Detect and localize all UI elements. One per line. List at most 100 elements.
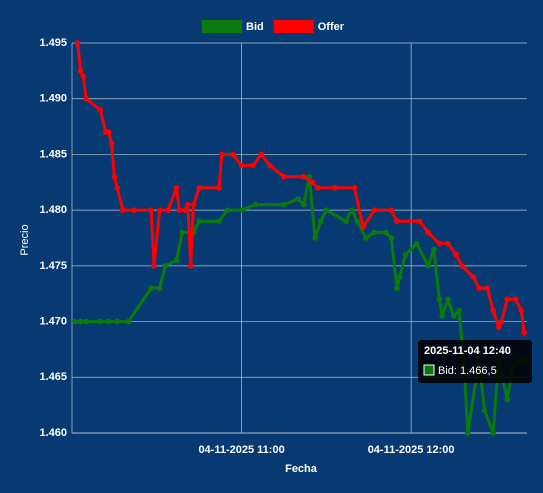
point	[518, 307, 525, 314]
point	[252, 201, 259, 208]
point	[250, 162, 256, 169]
point	[371, 207, 378, 213]
point	[120, 207, 126, 213]
point	[182, 207, 188, 213]
point	[258, 151, 265, 158]
point	[490, 430, 496, 436]
point	[323, 207, 330, 213]
point	[148, 207, 154, 213]
point	[267, 162, 273, 169]
point	[498, 318, 505, 325]
point	[430, 246, 437, 252]
point	[74, 40, 81, 46]
legend-swatch	[273, 20, 314, 33]
y-tick-label: 1.495	[39, 37, 67, 49]
point	[476, 285, 482, 291]
point	[176, 207, 183, 213]
point	[317, 218, 324, 225]
point	[413, 240, 420, 247]
point	[295, 196, 301, 202]
point	[83, 318, 89, 325]
point	[439, 313, 446, 319]
point	[187, 263, 194, 269]
point	[162, 263, 169, 269]
point	[425, 229, 431, 236]
y-tick-label: 1.460	[39, 427, 67, 439]
tooltip: 2025-11-04 12:40 Bid: 1.466,5	[418, 340, 532, 383]
point	[105, 318, 112, 325]
point	[354, 218, 361, 225]
point	[425, 263, 431, 269]
point	[453, 251, 460, 258]
point	[111, 173, 118, 180]
point	[281, 173, 287, 180]
point	[315, 185, 321, 191]
point	[173, 257, 180, 264]
point	[281, 201, 287, 208]
legend-swatch	[202, 20, 242, 33]
point	[156, 285, 163, 291]
point	[108, 140, 115, 147]
point	[300, 201, 307, 208]
point	[351, 185, 358, 191]
x-tick-label: 04-11-2025 12:00	[368, 444, 455, 456]
point	[216, 185, 222, 191]
point	[114, 185, 121, 191]
point	[148, 285, 154, 291]
point	[436, 240, 443, 247]
y-tick-label: 1.480	[39, 204, 67, 216]
point	[504, 296, 511, 303]
point	[371, 229, 378, 236]
point	[470, 274, 477, 280]
point	[416, 218, 423, 225]
point	[216, 218, 222, 225]
tooltip-box	[418, 340, 532, 383]
y-tick-label: 1.470	[39, 315, 67, 327]
point	[388, 207, 395, 213]
point	[332, 185, 338, 191]
point	[343, 218, 349, 225]
point	[397, 274, 403, 280]
legend-label: Offer	[318, 21, 345, 33]
tooltip-label: Bid: 1.466,5	[438, 365, 497, 377]
point	[445, 296, 451, 303]
point	[445, 240, 451, 247]
y-tick-label: 1.490	[39, 93, 67, 105]
point	[456, 307, 462, 314]
point	[230, 151, 236, 158]
point	[173, 185, 180, 191]
point	[97, 318, 104, 325]
point	[388, 235, 395, 241]
point	[512, 296, 519, 303]
point	[300, 173, 307, 180]
point	[394, 218, 400, 225]
y-axis-label: Precio	[19, 224, 31, 255]
point	[156, 207, 163, 213]
point	[521, 329, 527, 336]
point	[481, 407, 488, 414]
point	[105, 129, 112, 135]
point	[490, 307, 496, 314]
point	[185, 201, 191, 208]
point	[80, 73, 87, 80]
y-tick-label: 1.485	[39, 148, 67, 160]
point	[436, 296, 443, 303]
point	[382, 229, 389, 236]
point	[238, 207, 245, 213]
point	[196, 218, 202, 225]
point	[165, 207, 171, 213]
point	[97, 107, 104, 113]
point	[196, 185, 202, 191]
point	[348, 207, 355, 213]
x-axis-label: Fecha	[285, 463, 318, 475]
point	[402, 251, 409, 258]
point	[504, 396, 511, 403]
point	[464, 430, 471, 436]
tooltip-title: 2025-11-04 12:40	[424, 345, 511, 357]
y-tick-label: 1.475	[39, 260, 67, 272]
point	[312, 235, 318, 241]
point	[484, 285, 491, 291]
point	[125, 318, 132, 325]
